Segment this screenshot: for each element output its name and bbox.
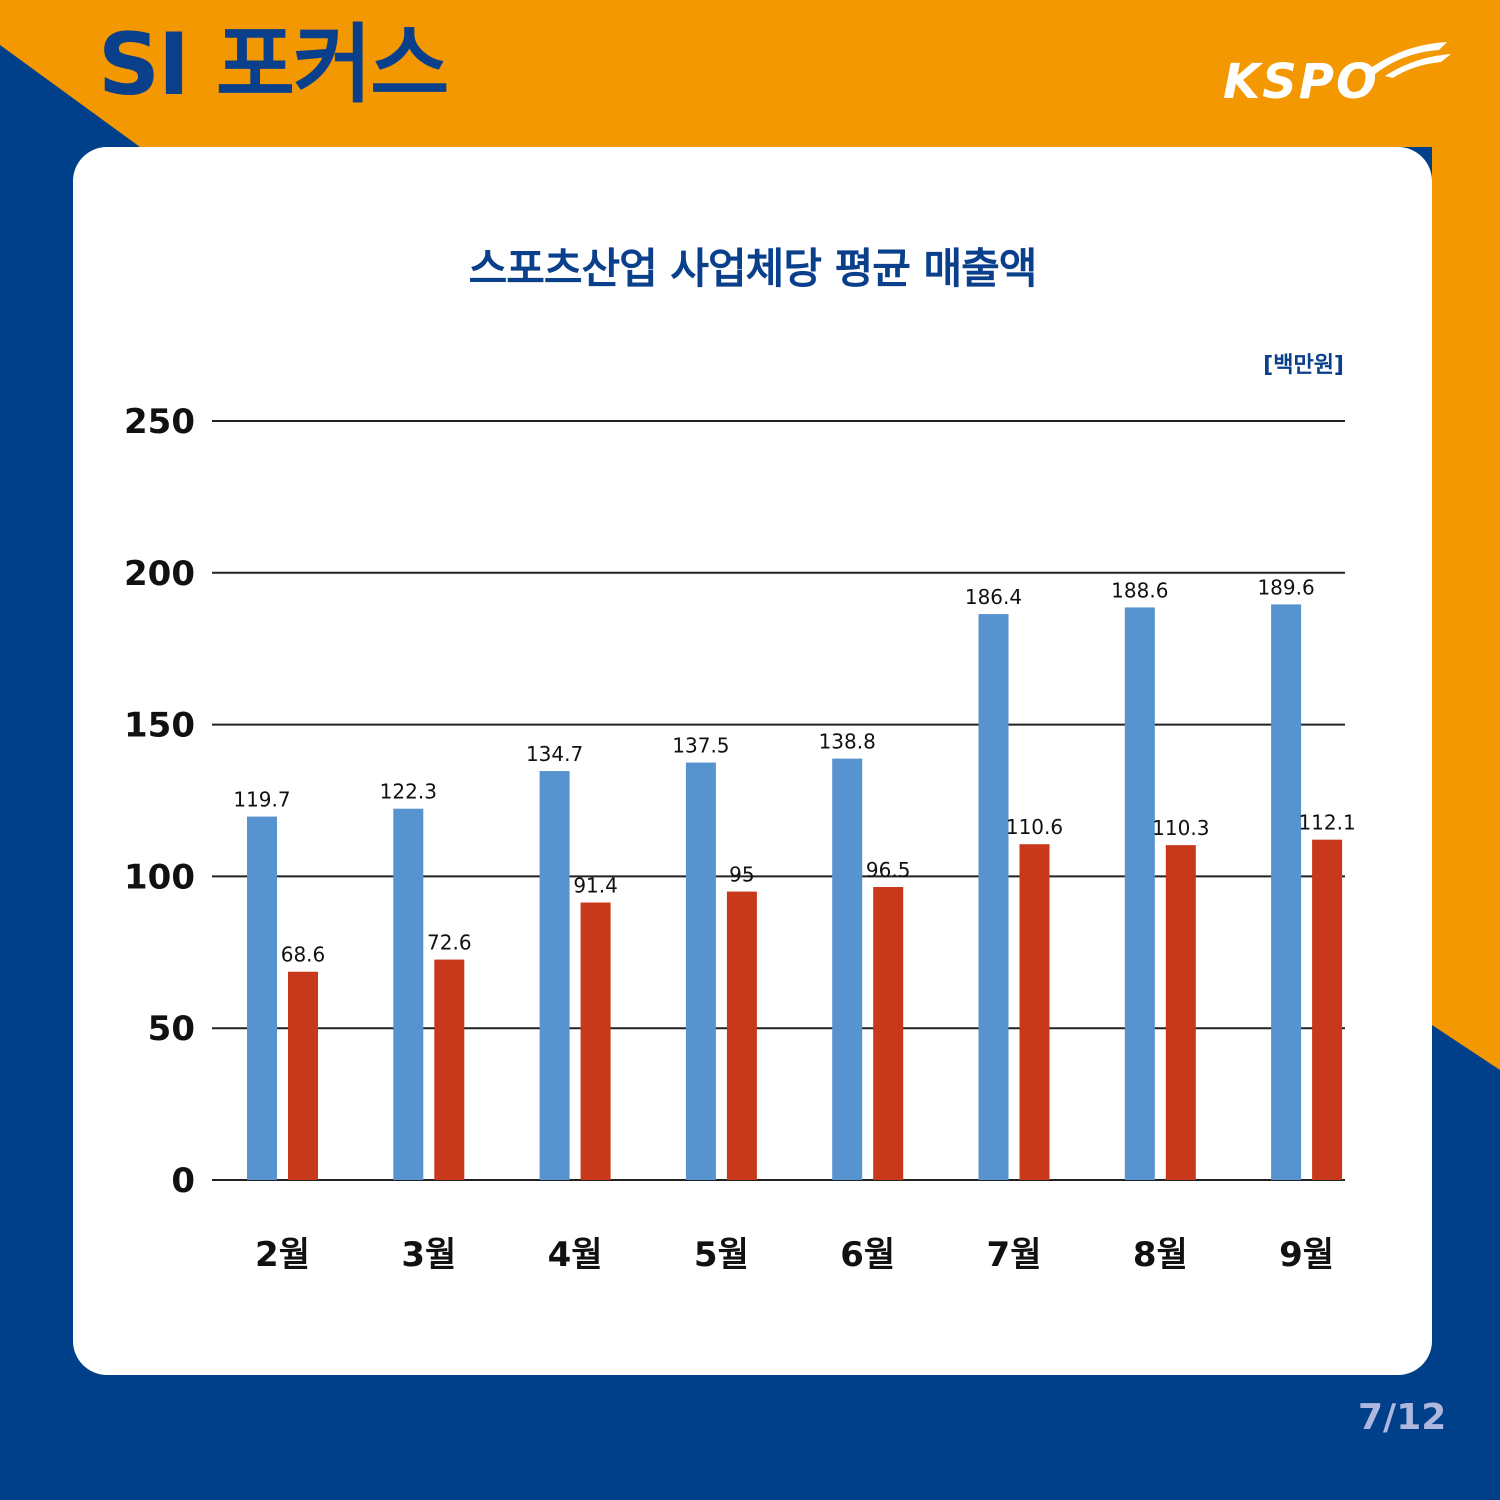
bar (393, 808, 424, 1180)
data-label: 119.7 (233, 788, 290, 812)
x-tick-label: 2월 (255, 1235, 310, 1275)
logo-text: KSPO (1223, 54, 1379, 110)
y-tick-label: 0 (171, 1161, 195, 1201)
x-tick-label: 6월 (840, 1235, 895, 1275)
header-title: SI 포커스 (98, 15, 449, 115)
bar (1124, 607, 1155, 1180)
bar-chart: 0 50 100 150 200 250 119.7 68.6 2월 122.3 72.6 3월 134… (124, 402, 1356, 1275)
data-label: 189.6 (1257, 575, 1314, 599)
data-label: 91.4 (573, 874, 618, 898)
data-label: 95 (729, 863, 754, 887)
bar (580, 902, 611, 1180)
data-label: 110.6 (1006, 815, 1063, 839)
x-tick-label: 3월 (401, 1235, 456, 1275)
y-tick-label: 100 (124, 857, 195, 897)
bar (1312, 839, 1343, 1180)
data-label: 188.6 (1111, 578, 1168, 602)
x-tick-label: 9월 (1279, 1235, 1334, 1275)
bar (1019, 844, 1050, 1180)
bar (288, 971, 318, 1180)
y-tick-label: 150 (124, 706, 195, 746)
bar (247, 816, 277, 1180)
orange-band (0, 0, 1500, 1070)
data-label: 134.7 (526, 742, 583, 766)
bar (726, 891, 757, 1180)
bar (539, 771, 570, 1180)
unit-label: [백만원] (1263, 353, 1344, 378)
bar (978, 614, 1009, 1180)
y-tick-label: 50 (148, 1009, 195, 1049)
data-label: 110.3 (1152, 816, 1209, 840)
page-number: 7/12 (1358, 1397, 1447, 1438)
logo-swoosh-icon (1365, 42, 1451, 78)
x-tick-label: 4월 (548, 1235, 603, 1275)
x-tick-label: 7월 (987, 1235, 1042, 1275)
chart-card: 스포츠산업 사업체당 평균 매출액 [백만원] 0 50 100 150 200 250 1… (73, 147, 1432, 1375)
bar (1271, 604, 1302, 1180)
bar (685, 762, 716, 1180)
data-label: 186.4 (965, 585, 1022, 609)
data-label: 96.5 (866, 858, 911, 882)
data-label: 137.5 (672, 734, 729, 758)
y-tick-label: 200 (124, 554, 195, 594)
bar (1165, 845, 1196, 1180)
y-tick-label: 250 (124, 402, 195, 442)
data-label: 138.8 (819, 730, 876, 754)
data-label: 68.6 (281, 943, 326, 967)
chart-title: 스포츠산업 사업체당 평균 매출액 (468, 244, 1038, 293)
data-label: 72.6 (427, 931, 472, 955)
x-tick-label: 8월 (1133, 1235, 1188, 1275)
data-label: 122.3 (380, 780, 437, 804)
bar (832, 758, 863, 1180)
bar (873, 887, 904, 1180)
bar (434, 959, 465, 1180)
kspo-logo: KSPO (1215, 36, 1455, 108)
x-tick-label: 5월 (694, 1235, 749, 1275)
data-label: 112.1 (1298, 811, 1355, 835)
